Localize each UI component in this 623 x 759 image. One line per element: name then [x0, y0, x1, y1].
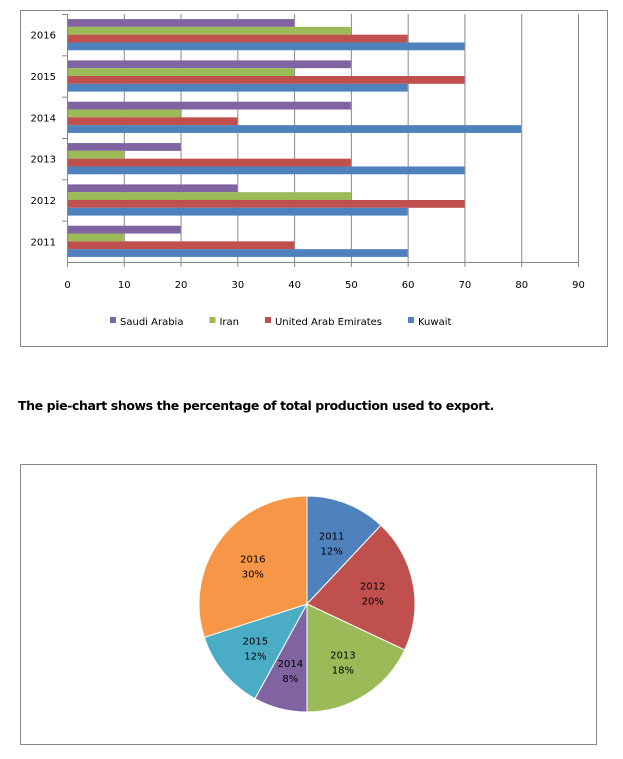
pie-label-category: 2013	[330, 651, 355, 662]
bar-kuwait-2016	[68, 42, 465, 51]
legend-swatch	[408, 317, 414, 323]
bar-kuwait-2013	[68, 166, 465, 175]
legend-swatch	[264, 317, 271, 323]
x-tick-label: 30	[231, 280, 244, 291]
pie-label-percent: 12%	[244, 652, 266, 663]
y-tick-label: 2012	[31, 196, 56, 207]
y-tick-label: 2011	[31, 237, 56, 248]
bar-iran-2014	[68, 109, 181, 118]
x-tick-label: 40	[288, 280, 301, 291]
legend-label: United Arab Emirates	[275, 317, 382, 328]
legend-label: Saudi Arabia	[120, 317, 183, 328]
x-tick-label: 70	[459, 280, 472, 291]
legend-label: Iran	[219, 317, 239, 328]
bar-kuwait-2015	[68, 83, 408, 92]
bar-united-arab-emirates-2016	[68, 34, 408, 43]
bar-united-arab-emirates-2013	[68, 158, 351, 167]
bar-saudi-arabia-2013	[68, 143, 181, 151]
bar-saudi-arabia-2012	[68, 184, 238, 193]
bar-kuwait-2014	[68, 125, 522, 133]
pie-slice-2015	[203, 603, 309, 700]
pie-chart: 2011 12% 2012 20% 2013 18% 2014 8% 2015 12% 2016 30…	[198, 495, 416, 713]
pie-label-category: 2014	[278, 659, 303, 670]
bar-kuwait-2011	[68, 249, 408, 257]
pie-label-category: 2016	[240, 555, 265, 566]
pie-slice-2016	[198, 495, 308, 639]
x-tick-label: 10	[118, 280, 131, 291]
pie-label-category: 2015	[243, 637, 268, 648]
pie-label-percent: 30%	[242, 570, 264, 581]
legend-swatch	[110, 317, 116, 323]
y-tick-label: 2016	[31, 31, 56, 42]
bar-united-arab-emirates-2015	[68, 76, 465, 84]
pie-label-percent: 18%	[332, 666, 354, 677]
y-tick-label: 2013	[31, 155, 56, 166]
pie-label-percent: 12%	[321, 547, 343, 558]
x-tick-label: 20	[175, 280, 188, 291]
pie-slice-2012	[306, 524, 416, 651]
y-tick-label: 2015	[31, 72, 56, 83]
bar-chart: 0 10 20 30 40 50 60 70 80 90 2011 2012 2013 2014 2015 2…	[31, 14, 585, 328]
bar-iran-2016	[68, 26, 351, 35]
legend-label: Kuwait	[418, 317, 451, 328]
x-tick-label: 90	[572, 280, 585, 291]
pie-label-category: 2011	[319, 532, 344, 543]
pie-label-category: 2012	[360, 581, 385, 592]
bar-united-arab-emirates-2012	[68, 200, 465, 208]
pie-label-percent: 8%	[282, 674, 298, 685]
bar-saudi-arabia-2014	[68, 101, 351, 110]
x-tick-label: 50	[345, 280, 358, 291]
pie-slice-2011	[306, 495, 382, 606]
bar-iran-2012	[68, 192, 351, 200]
x-tick-label: 60	[402, 280, 415, 291]
pie-label-percent: 20%	[362, 596, 384, 607]
x-tick-label: 80	[515, 280, 528, 291]
bar-united-arab-emirates-2014	[68, 117, 238, 126]
bar-kuwait-2012	[68, 207, 408, 216]
bar-saudi-arabia-2015	[68, 60, 351, 69]
bar-saudi-arabia-2016	[68, 19, 295, 27]
y-tick-label: 2014	[31, 113, 56, 124]
bar-iran-2013	[68, 150, 124, 159]
bar-saudi-arabia-2011	[68, 225, 181, 234]
bar-iran-2015	[68, 68, 295, 76]
bar-united-arab-emirates-2011	[68, 241, 295, 250]
pie-chart-title: The pie-chart shows the percentage of to…	[18, 398, 494, 413]
bar-iran-2011	[68, 233, 124, 242]
pie-slice-2013	[306, 603, 406, 713]
x-tick-label: 0	[64, 280, 70, 291]
legend-swatch	[209, 317, 216, 323]
